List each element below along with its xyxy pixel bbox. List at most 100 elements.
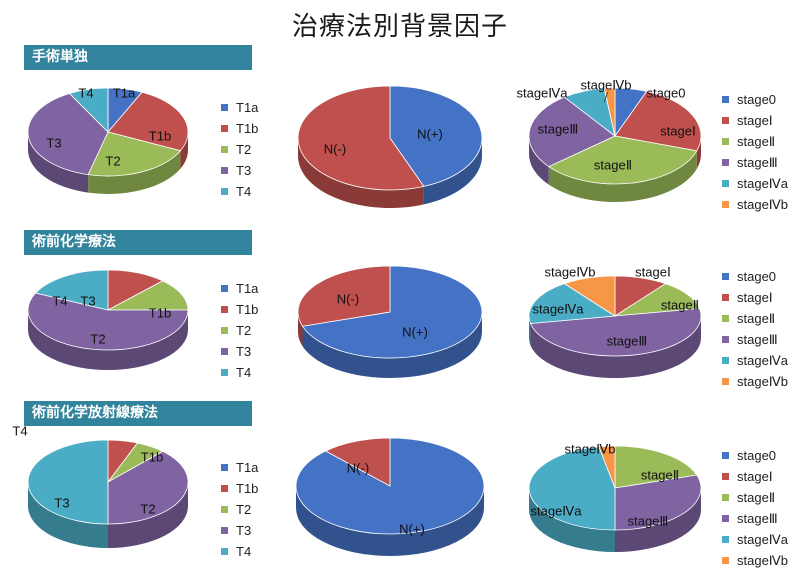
legend-label: stageⅡ [737, 310, 776, 326]
pie-slice-side [28, 310, 188, 370]
pie-side-group [28, 482, 188, 548]
legend-swatch [722, 557, 729, 564]
legend-swatch [221, 104, 228, 111]
legend-swatch [221, 464, 228, 471]
pie-data-label: N(-) [347, 460, 369, 475]
legend-label: T4 [236, 365, 252, 380]
legend-item: T1b [221, 118, 258, 139]
pie-label-group: stageⅠ stageⅡ stageⅢ stageⅣa stageⅣb [532, 264, 699, 348]
legend-label: stageⅢ [737, 331, 778, 347]
pie-slice-side [296, 486, 484, 556]
pie-slice-side [298, 138, 424, 209]
pie-data-label: stageⅢ [628, 513, 669, 528]
legend-swatch [722, 96, 729, 103]
pie-side-group [28, 132, 188, 194]
pie-data-label: stageⅠ [660, 123, 696, 138]
pie-data-label: T2 [105, 153, 120, 168]
pie-data-label: T3 [46, 135, 61, 150]
pie-label-group: T1a T1b T2 T3 T4 [46, 85, 171, 168]
legend-item: stageⅢ [722, 152, 788, 173]
pie-slice [107, 280, 189, 311]
pie-data-label: stageⅢ [538, 121, 579, 136]
pie-slice-side [302, 312, 482, 378]
n-status-pie-chemoradiation: N(+) N(-) [295, 437, 485, 556]
pie-side-group [296, 486, 484, 556]
section-header-surgery: 手術単独 [24, 45, 252, 70]
legend-swatch [221, 146, 228, 153]
legend-swatch [722, 159, 729, 166]
legend-label: stageⅢ [737, 510, 778, 526]
legend-swatch [722, 138, 729, 145]
legend-label: T2 [236, 323, 252, 338]
legend-swatch [722, 378, 729, 385]
legend-label: stage0 [737, 92, 777, 107]
legend-item: T4 [221, 541, 258, 562]
pie-slice-side [88, 150, 181, 194]
legend-swatch [221, 348, 228, 355]
pie-data-label: stageⅣb [580, 77, 631, 92]
pie-slice [324, 437, 391, 487]
legend-label: T1a [236, 100, 259, 115]
legend-item: stageⅠ [722, 110, 788, 131]
pie-slice [614, 283, 701, 317]
pie-slice-side [529, 136, 549, 185]
legend-item: T1a [221, 278, 258, 299]
legend-label: stageⅣa [737, 175, 789, 191]
pie-data-label: stageⅣa [530, 503, 582, 518]
pie-data-label: N(-) [324, 141, 346, 156]
legend-item: stageⅠ [722, 287, 788, 308]
legend-swatch [722, 201, 729, 208]
pie-label-group: stage0 stageⅠ stageⅡ stageⅢ stageⅣa stageⅣb [516, 77, 695, 172]
pie-data-label: stageⅢ [607, 333, 648, 348]
legend-label: T3 [236, 523, 252, 538]
pie-data-label: stageⅡ [594, 157, 632, 172]
pie-slice-side [298, 312, 303, 347]
legend-swatch [722, 273, 729, 280]
pie-data-label: N(+) [417, 126, 443, 141]
pie-slice [68, 87, 109, 133]
pie-slice [107, 269, 164, 311]
legend-swatch [221, 369, 228, 376]
legend-label: T4 [236, 184, 252, 199]
pie-data-label: T1b [149, 305, 171, 320]
legend-label: T3 [236, 344, 252, 359]
pie-side-group [28, 310, 188, 370]
pie-data-label: T1b [141, 449, 163, 464]
pie-slice [528, 446, 616, 531]
stage-legend-chemoradiation: stage0 stageⅠ stageⅡ stageⅢ stageⅣa stageⅣb [722, 445, 788, 571]
stage-pie-chemo: stageⅠ stageⅡ stageⅢ stageⅣa stageⅣb [528, 264, 702, 379]
t-legend-chemoradiation: T1a T1b T2 T3 T4 [221, 457, 258, 562]
legend-label: stageⅡ [737, 133, 776, 149]
pie-top-group [528, 445, 702, 531]
pie-slice [27, 292, 189, 351]
pie-data-label: stageⅣb [564, 441, 615, 456]
t-stage-pie-chemo: T1b T2 T3 T4 [27, 269, 189, 370]
legend-label: stageⅡ [737, 489, 776, 505]
legend-label: T3 [236, 163, 252, 178]
pie-slice [529, 308, 702, 357]
pie-slice [603, 87, 616, 137]
pie-label-group: N(+) N(-) [347, 460, 425, 536]
legend-item: stage0 [722, 266, 788, 287]
t-legend-surgery: T1a T1b T2 T3 T4 [221, 97, 258, 202]
legend-swatch [722, 515, 729, 522]
pie-slice-side [28, 132, 89, 193]
t-stage-pie-surgery: T1a T1b T2 T3 T4 [27, 85, 189, 194]
pie-data-label: stageⅣb [544, 264, 595, 279]
legend-item: T1b [221, 299, 258, 320]
legend-label: stageⅣa [737, 352, 789, 368]
legend-item: stageⅢ [722, 329, 788, 350]
legend-item: stageⅡ [722, 487, 788, 508]
pie-data-label: stageⅡ [661, 297, 699, 312]
legend-label: stageⅣa [737, 531, 789, 547]
legend-swatch [722, 473, 729, 480]
pie-slice [614, 445, 698, 489]
legend-swatch [722, 315, 729, 322]
legend-item: T1a [221, 97, 258, 118]
pie-top-group [27, 87, 189, 177]
pie-data-label: stageⅡ [641, 467, 679, 482]
legend-swatch [722, 180, 729, 187]
legend-swatch [722, 357, 729, 364]
legend-label: stage0 [737, 269, 777, 284]
